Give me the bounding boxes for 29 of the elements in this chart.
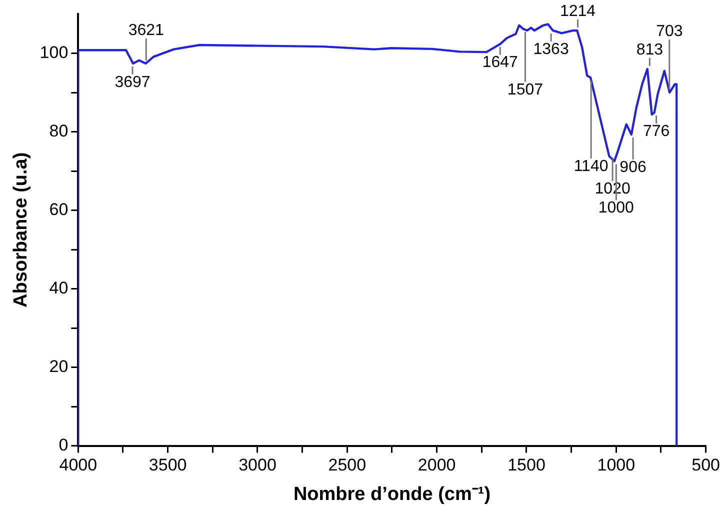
annotation: 703 [656,22,683,40]
annotation: 1214 [560,2,596,20]
y-tick-label: 80 [49,121,68,140]
x-tick-label: 3000 [238,456,276,475]
y-tick-label: 20 [49,356,68,376]
annotation: 776 [642,122,670,140]
x-tick-label: 2000 [418,456,456,475]
y-tick-label: 40 [49,278,68,298]
annotation: 1507 [507,81,544,98]
x-tick-label: 500 [692,456,720,475]
x-tick-label: 3500 [148,456,187,475]
annotation: 3697 [114,74,150,91]
annotation: 1140 [574,158,608,175]
annotation: 1647 [482,54,518,72]
x-tick-label: 2500 [328,456,366,475]
annotation: 906 [620,158,646,176]
y-axis-title: Absorbance (u.a) [10,152,32,308]
y-tick-label: 60 [49,200,68,219]
y-tick-label: 100 [40,42,68,62]
x-tick-label: 1500 [508,456,546,475]
annotation: 1000 [598,200,634,217]
y-tick-label: 0 [58,435,68,454]
annotation: 813 [636,41,664,58]
annotation: 1363 [533,40,569,58]
x-tick-label: 4000 [59,456,98,475]
annotation: 1020 [594,180,630,198]
x-tick-label: 1000 [597,456,636,475]
x-axis-title: Nombre d’onde (cm⁻¹) [293,484,491,505]
annotation: 3621 [128,22,164,39]
